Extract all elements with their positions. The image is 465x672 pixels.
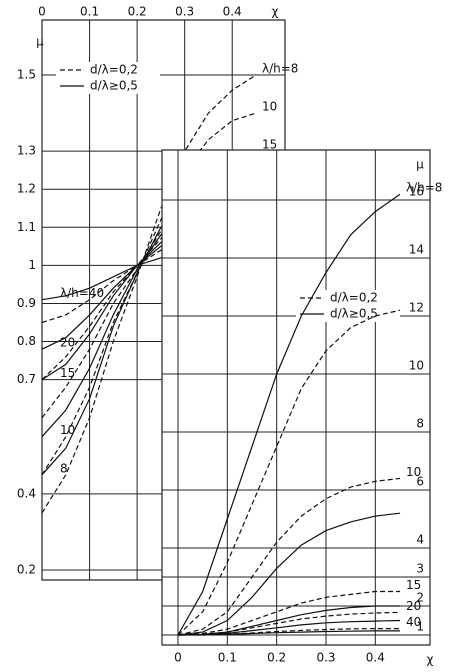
legend-label: d/λ=0,2 xyxy=(90,63,138,77)
y-tick-label: 1.3 xyxy=(17,144,36,158)
x-tick-label: 0.2 xyxy=(267,651,286,665)
curve-label: 10 xyxy=(406,465,421,479)
y-tick-label: 0.9 xyxy=(17,296,36,310)
y-tick-label: 4 xyxy=(416,533,424,547)
y-tick-label: 14 xyxy=(409,243,424,257)
y-tick-label: 6 xyxy=(416,475,424,489)
curve xyxy=(177,628,400,636)
x-tick-label: 0.1 xyxy=(218,651,237,665)
curve-label: 10 xyxy=(262,100,277,114)
curve-label: 8 xyxy=(60,461,68,475)
x-tick-label: 0.1 xyxy=(80,5,99,19)
curve-label: 15 xyxy=(406,578,421,592)
y-tick-label: 10 xyxy=(409,359,424,373)
curve xyxy=(178,630,400,636)
curve xyxy=(41,112,257,476)
y-tick-label: 1.1 xyxy=(17,220,36,234)
x-axis-label: χ xyxy=(272,5,279,19)
x-tick-label: 0.2 xyxy=(128,5,147,19)
curve-label: λ/h=40 xyxy=(60,286,104,300)
legend-label: d/λ≥0,5 xyxy=(330,307,378,321)
legend-label: d/λ=0,2 xyxy=(330,291,378,305)
legend-bg xyxy=(56,62,160,78)
x-tick-label: 0 xyxy=(174,651,182,665)
y-tick-label: 0.7 xyxy=(17,372,36,386)
curve-label: 10 xyxy=(60,423,75,437)
curve-label: λ/h=8 xyxy=(262,62,298,76)
legend-bg xyxy=(56,78,160,94)
y-tick-label: 16 xyxy=(409,185,424,199)
curve-label: 20 xyxy=(60,336,75,350)
curve xyxy=(177,611,401,636)
curve xyxy=(177,619,401,636)
y-axis-label: μ xyxy=(36,35,44,49)
y-tick-label: 1.2 xyxy=(17,182,36,196)
curve xyxy=(41,74,257,514)
x-tick-label: 0.3 xyxy=(316,651,335,665)
y-tick-label: 1.5 xyxy=(17,68,36,82)
y-tick-label: 2 xyxy=(416,591,424,605)
y-tick-label: 12 xyxy=(409,301,424,315)
curve xyxy=(177,590,400,636)
y-tick-label: 8 xyxy=(416,417,424,431)
curve xyxy=(177,512,401,636)
y-axis-label: μ xyxy=(416,158,424,172)
curve-label: λ/h=8 xyxy=(406,181,442,195)
x-axis-label: χ xyxy=(427,653,434,667)
y-tick-label: 1 xyxy=(28,258,36,272)
plot-frame xyxy=(161,149,431,646)
y-tick-label: 0.4 xyxy=(17,486,36,500)
curve xyxy=(177,477,401,636)
legend-bg xyxy=(296,306,400,322)
curve xyxy=(177,605,400,636)
x-tick-label: 0 xyxy=(38,5,46,19)
curve-label: 40 xyxy=(406,615,421,629)
legend-label: d/λ≥0,5 xyxy=(90,79,138,93)
curve xyxy=(177,193,401,636)
x-tick-label: 0.3 xyxy=(175,5,194,19)
x-tick-label: 0.4 xyxy=(366,651,385,665)
y-tick-label: 0.2 xyxy=(17,563,36,577)
y-tick-label: 3 xyxy=(416,562,424,576)
x-tick-label: 0.4 xyxy=(223,5,242,19)
curve-label: 15 xyxy=(60,366,75,380)
y-tick-label: 0.8 xyxy=(17,334,36,348)
curve xyxy=(177,309,401,636)
legend-bg xyxy=(296,290,400,306)
y-tick-label: 1 xyxy=(416,620,424,634)
curve-label: 20 xyxy=(406,599,421,613)
curve-label: 15 xyxy=(262,138,277,152)
